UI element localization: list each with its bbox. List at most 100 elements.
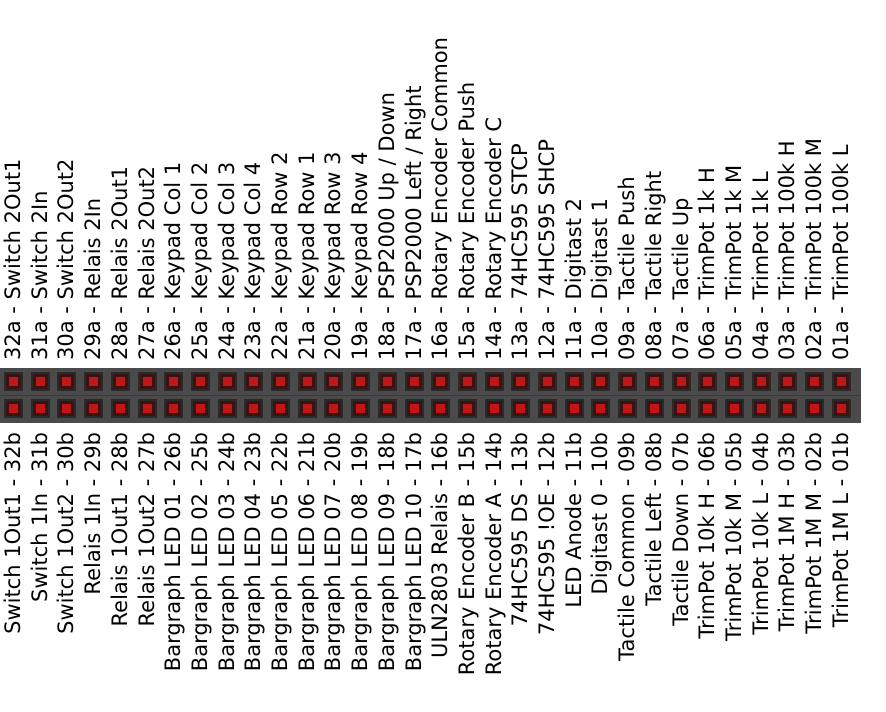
pin-label-a: 01a - TrimPot 100k L	[828, 144, 853, 360]
pin-b	[431, 399, 451, 418]
pin-label-b: Rotary Encoder A - 14b	[481, 432, 506, 676]
pin-label-a: 13a - 74HC595 STCP	[508, 143, 533, 360]
pin-b	[57, 399, 77, 418]
pin-a	[618, 372, 638, 391]
pin-b	[644, 399, 664, 418]
pin-label-a: 30a - Switch 2Out2	[54, 158, 79, 360]
pin-label-a: 25a - Keypad Col 2	[187, 161, 212, 360]
pin-a	[30, 372, 50, 391]
pin-a	[57, 372, 77, 391]
pin-a	[511, 372, 531, 391]
pin-b	[4, 399, 23, 418]
pin-label-b: Rotary Encoder B - 15b	[454, 432, 479, 676]
pin-label-a: 20a - Keypad Row 3	[321, 151, 346, 360]
pin-b	[84, 399, 104, 418]
pin-a	[217, 372, 237, 391]
pin-label-b: Switch 1Out1 - 32b	[1, 432, 25, 634]
pin-a	[805, 372, 824, 391]
pin-label-a: 11a - Digitast 2	[561, 197, 586, 360]
pin-a	[137, 372, 157, 391]
pin-b	[511, 399, 531, 418]
pin-label-b: Digitast 0 - 10b	[588, 432, 613, 595]
pin-label-b: TrimPot 1M L - 01b	[828, 432, 853, 628]
pin-a	[457, 372, 477, 391]
pin-a	[84, 372, 104, 391]
pin-label-a: 09a - Tactile Push	[615, 176, 640, 360]
pin-b	[30, 399, 50, 418]
pin-a	[698, 372, 718, 391]
pin-label-b: Bargraph LED 03 - 24b	[214, 432, 239, 672]
pin-a	[751, 372, 771, 391]
pin-a	[831, 372, 851, 391]
pin-b	[564, 399, 584, 418]
pin-label-a: 03a - TrimPot 100k H	[775, 140, 800, 360]
pin-label-b: ULN2803 Relais - 16b	[428, 432, 453, 658]
pin-b	[805, 399, 824, 418]
pin-b	[217, 399, 237, 418]
pin-b	[137, 399, 157, 418]
pin-label-b: Bargraph LED 10 - 17b	[401, 432, 426, 672]
pin-label-b: Bargraph LED 01 - 26b	[161, 432, 186, 672]
pin-label-b: Tactile Down - 07b	[668, 432, 693, 626]
pin-label-a: 29a - Relais 2In	[81, 197, 106, 360]
pin-label-b: Tactile Left - 08b	[641, 432, 666, 606]
pin-label-a: 04a - TrimPot 1k L	[748, 171, 773, 360]
pin-label-b: TrimPot 10k M - 05b	[721, 432, 746, 641]
pin-label-b: TrimPot 1M M - 02b	[802, 432, 826, 634]
pin-b	[404, 399, 424, 418]
pin-b	[671, 399, 691, 418]
pin-label-a: 18a - PSP2000 Up / Down	[374, 92, 399, 360]
pin-label-b: 74HC595 !OE - 12b	[535, 432, 559, 636]
pin-label-a: 08a - Tactile Right	[641, 170, 666, 360]
pin-label-b: Bargraph LED 02 - 25b	[187, 432, 212, 672]
pin-a	[110, 372, 130, 391]
pin-b	[244, 399, 264, 418]
pin-a	[431, 372, 451, 391]
pin-b	[724, 399, 744, 418]
pin-b	[164, 399, 184, 418]
pin-label-b: Bargraph LED 09 - 18b	[374, 432, 399, 672]
pin-a	[297, 372, 317, 391]
pin-label-b: TrimPot 10k H - 06b	[695, 432, 720, 639]
pin-label-a: 14a - Rotary Encoder C	[481, 116, 506, 360]
pin-label-a: 12a - 74HC595 SHCP	[535, 139, 559, 360]
pin-a	[190, 372, 210, 391]
pin-label-a: 24a - Keypad Col 3	[214, 161, 239, 360]
pin-label-a: 17a - PSP2000 Left / Right	[401, 85, 426, 360]
pin-b	[591, 399, 611, 418]
pin-label-b: TrimPot 1M H - 03b	[775, 432, 800, 632]
pin-b	[618, 399, 638, 418]
pin-a	[351, 372, 371, 391]
pin-b	[751, 399, 771, 418]
pin-label-a: 05a - TrimPot 1k M	[721, 164, 746, 360]
pin-label-b: 74HC595 DS - 13b	[508, 432, 533, 627]
pin-label-b: LED Anode - 11b	[561, 432, 586, 608]
pin-label-b: Bargraph LED 05 - 22b	[268, 432, 292, 672]
pin-label-b: Bargraph LED 04 - 23b	[241, 432, 266, 672]
pin-b	[271, 399, 290, 418]
pin-a	[324, 372, 344, 391]
pin-a	[671, 372, 691, 391]
pin-b	[324, 399, 344, 418]
pin-label-a: 23a - Keypad Col 4	[241, 161, 266, 360]
pin-label-b: Relais 1Out1 - 28b	[107, 432, 132, 627]
pin-b	[351, 399, 371, 418]
pin-b	[538, 399, 557, 418]
pin-a	[377, 372, 397, 391]
pin-label-b: Tactile Common - 09b	[615, 432, 640, 661]
pin-label-a: 02a - TrimPot 100k M	[802, 138, 826, 360]
pin-label-a: 16a - Rotary Encoder Common	[428, 37, 453, 360]
pin-a	[591, 372, 611, 391]
pin-a	[484, 372, 504, 391]
pin-label-a: 22a - Keypad Row 2	[268, 151, 292, 360]
pin-b	[484, 399, 504, 418]
pin-label-b: Bargraph LED 08 - 19b	[348, 432, 373, 672]
pin-a	[404, 372, 424, 391]
pin-label-a: 15a - Rotary Encoder Push	[454, 81, 479, 360]
pin-b	[110, 399, 130, 418]
pin-a	[644, 372, 664, 391]
pin-b	[698, 399, 718, 418]
pin-b	[831, 399, 851, 418]
pin-label-a: 31a - Switch 2In	[27, 190, 52, 361]
